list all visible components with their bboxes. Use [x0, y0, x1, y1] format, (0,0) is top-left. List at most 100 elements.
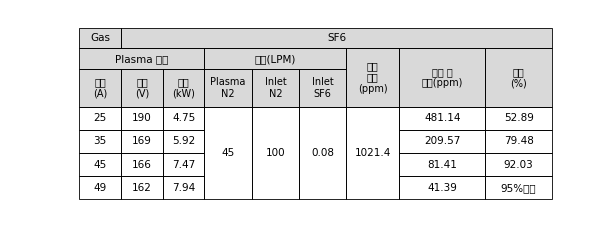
Bar	[346, 107, 399, 199]
Bar	[121, 69, 163, 107]
Text: 481.14: 481.14	[424, 113, 460, 123]
Bar	[399, 176, 485, 199]
Text: 7.47: 7.47	[172, 160, 195, 170]
Bar	[163, 69, 205, 107]
Text: 95%이상: 95%이상	[501, 183, 537, 193]
Bar	[346, 107, 399, 199]
Bar	[79, 153, 121, 176]
Bar	[299, 69, 346, 107]
Bar	[485, 130, 552, 153]
Bar	[121, 153, 163, 176]
Text: 인입
농도
(ppm): 인입 농도 (ppm)	[358, 61, 387, 94]
Text: 169: 169	[132, 137, 152, 146]
Bar	[399, 130, 485, 153]
Text: Inlet
SF6: Inlet SF6	[312, 77, 333, 99]
Text: 79.48: 79.48	[504, 137, 533, 146]
Bar	[79, 153, 121, 176]
Text: 4.75: 4.75	[172, 113, 195, 123]
Bar	[163, 153, 205, 176]
Bar	[163, 130, 205, 153]
Text: Plasma
N2: Plasma N2	[211, 77, 246, 99]
Bar	[163, 107, 205, 130]
Bar	[121, 176, 163, 199]
Bar	[79, 130, 121, 153]
Bar	[121, 107, 163, 130]
Text: 100: 100	[265, 148, 285, 158]
Text: 45: 45	[222, 148, 235, 158]
Text: 162: 162	[132, 183, 152, 193]
Bar	[205, 107, 252, 199]
Bar	[79, 69, 121, 107]
Text: 유량(LPM): 유량(LPM)	[254, 54, 296, 64]
Bar	[485, 107, 552, 130]
Text: 전압
(V): 전압 (V)	[135, 77, 149, 99]
Bar	[163, 130, 205, 153]
Text: 52.89: 52.89	[504, 113, 533, 123]
Bar	[485, 153, 552, 176]
Bar	[205, 107, 252, 199]
Bar	[252, 69, 299, 107]
Bar	[79, 130, 121, 153]
Bar	[485, 153, 552, 176]
Bar	[485, 107, 552, 130]
Bar	[163, 153, 205, 176]
Bar	[252, 107, 299, 199]
Bar	[79, 28, 121, 48]
Bar	[121, 107, 163, 130]
Bar	[121, 176, 163, 199]
Bar	[399, 130, 485, 153]
Bar	[485, 130, 552, 153]
Bar	[79, 48, 205, 69]
Bar	[79, 107, 121, 130]
Text: 효율
(%): 효율 (%)	[510, 67, 527, 88]
Bar	[79, 107, 121, 130]
Bar	[205, 69, 252, 107]
Bar	[163, 107, 205, 130]
Text: 전류
(A): 전류 (A)	[93, 77, 107, 99]
Text: Gas: Gas	[90, 33, 110, 43]
Bar	[205, 48, 346, 69]
Bar	[205, 69, 252, 107]
Text: 전력
(kW): 전력 (kW)	[172, 77, 195, 99]
Bar	[399, 107, 485, 130]
Text: 166: 166	[132, 160, 152, 170]
Bar	[399, 176, 485, 199]
Bar	[346, 48, 399, 107]
Text: 45: 45	[94, 160, 107, 170]
Bar	[163, 176, 205, 199]
Bar	[163, 176, 205, 199]
Bar	[121, 28, 552, 48]
Bar	[79, 69, 121, 107]
Bar	[346, 48, 399, 107]
Bar	[399, 48, 485, 107]
Bar	[121, 28, 552, 48]
Text: 41.39: 41.39	[428, 183, 457, 193]
Bar	[485, 48, 552, 107]
Text: 49: 49	[94, 183, 107, 193]
Text: 7.94: 7.94	[172, 183, 195, 193]
Bar	[121, 130, 163, 153]
Bar	[399, 153, 485, 176]
Text: 81.41: 81.41	[428, 160, 457, 170]
Bar	[121, 69, 163, 107]
Bar	[252, 69, 299, 107]
Bar	[121, 130, 163, 153]
Text: 92.03: 92.03	[504, 160, 533, 170]
Text: 190: 190	[132, 113, 152, 123]
Text: 5.92: 5.92	[172, 137, 195, 146]
Text: 0.08: 0.08	[311, 148, 334, 158]
Bar	[252, 107, 299, 199]
Text: 1021.4: 1021.4	[354, 148, 391, 158]
Text: SF6: SF6	[327, 33, 346, 43]
Bar	[299, 107, 346, 199]
Text: Inlet
N2: Inlet N2	[264, 77, 286, 99]
Text: 25: 25	[94, 113, 107, 123]
Bar	[399, 48, 485, 107]
Bar	[205, 48, 346, 69]
Bar	[121, 153, 163, 176]
Bar	[399, 153, 485, 176]
Text: Plasma 조건: Plasma 조건	[115, 54, 169, 64]
Bar	[485, 48, 552, 107]
Text: 가동 후
농도(ppm): 가동 후 농도(ppm)	[421, 67, 463, 88]
Text: 209.57: 209.57	[424, 137, 460, 146]
